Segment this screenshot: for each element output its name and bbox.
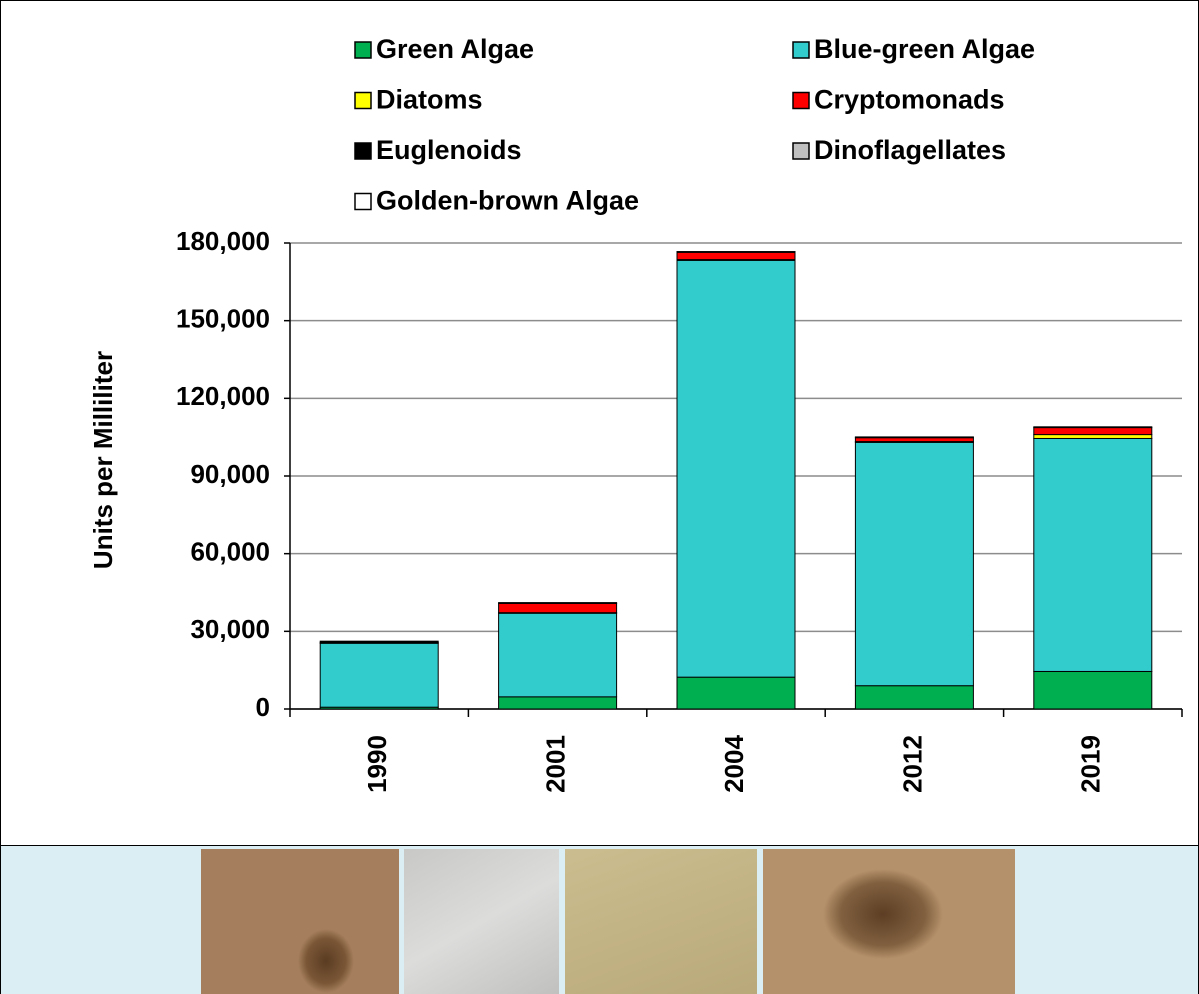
bar-segment (854, 441, 974, 687)
legend-label: Diatoms (376, 85, 483, 115)
legend-swatch (354, 41, 372, 59)
y-tick-label: 60,000 (190, 537, 270, 567)
legend-label: Cryptomonads (814, 85, 1005, 115)
y-tick-label: 90,000 (190, 459, 270, 489)
bar-segment (1033, 437, 1153, 672)
bar-segment (676, 259, 796, 678)
bar-segment (676, 676, 796, 710)
y-tick-label: 180,000 (176, 226, 270, 256)
legend-swatch (354, 192, 372, 211)
bar-segment (498, 696, 618, 710)
bar-segment (676, 251, 796, 253)
legend-label: Dinoflagellates (814, 135, 1006, 165)
y-tick-label: 150,000 (176, 304, 270, 334)
legend-swatch (792, 142, 810, 160)
legend-label: Green Algae (376, 34, 534, 64)
photo (201, 849, 399, 994)
photo (565, 849, 757, 994)
bar-segment (498, 602, 618, 604)
bar-segment (1033, 426, 1153, 429)
y-tick-label: 120,000 (176, 381, 270, 411)
x-tick-label: 2004 (719, 735, 749, 793)
bar-segment (854, 685, 974, 710)
bar-segment (319, 642, 439, 708)
bar-segment (498, 602, 618, 614)
legend-swatch (354, 91, 372, 110)
legend-swatch (792, 91, 810, 110)
legend-swatch (792, 41, 810, 59)
y-axis-label: Units per Milliliter (88, 351, 118, 569)
bar-segment (854, 437, 974, 443)
chart-frame (0, 0, 1199, 846)
bar-segment (1033, 434, 1153, 439)
bar-segment (319, 640, 439, 644)
x-tick-label: 2019 (1076, 735, 1106, 793)
bar-segment (1033, 670, 1153, 710)
photo-strip (0, 845, 1199, 994)
chart: Units per Milliliter 0 30,000 60,000 90,000… (0, 0, 1199, 846)
legend-label: Euglenoids (376, 135, 522, 165)
bar-segment (676, 251, 796, 261)
legend-label: Blue-green Algae (814, 34, 1035, 64)
y-tick-label: 0 (256, 692, 270, 722)
bar-segment (1033, 427, 1153, 436)
x-tick-label: 1990 (362, 735, 392, 793)
photo (404, 849, 559, 994)
bar-segment (854, 436, 974, 439)
y-tick-label: 30,000 (190, 614, 270, 644)
legend-label: Golden-brown Algae (376, 186, 639, 216)
x-tick-label: 2012 (897, 735, 927, 793)
legend-swatch (354, 142, 372, 160)
bar-segment (498, 612, 618, 698)
photo (763, 849, 1015, 994)
x-tick-label: 2001 (540, 735, 570, 793)
